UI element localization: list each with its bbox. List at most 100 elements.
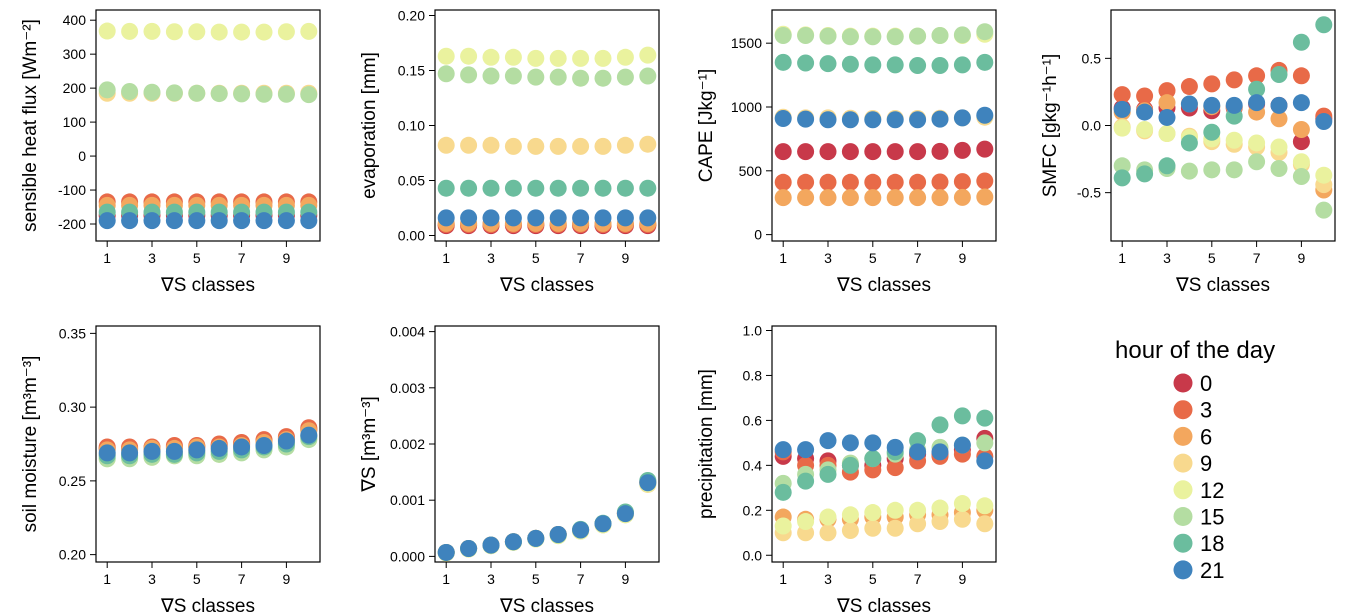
data-point <box>549 209 567 227</box>
data-point <box>953 173 971 191</box>
data-point <box>165 84 183 102</box>
data-point <box>774 143 792 161</box>
data-point <box>1225 96 1243 114</box>
y-tick-label: 0.8 <box>743 367 763 383</box>
data-point <box>437 179 455 197</box>
data-point <box>976 23 994 41</box>
data-point <box>1158 108 1176 126</box>
legend-label: 15 <box>1200 505 1224 530</box>
data-point <box>277 85 295 103</box>
data-point <box>931 443 949 461</box>
data-point <box>594 137 612 155</box>
data-point <box>255 436 273 454</box>
data-point <box>1248 134 1266 152</box>
data-point <box>143 22 161 40</box>
data-point <box>864 143 882 161</box>
data-point <box>460 540 478 558</box>
y-tick-label: 0.004 <box>390 324 425 340</box>
data-point <box>886 111 904 129</box>
chart-evaporation: 1 3 5 7 9 0.00 0.05 0.10 0.15 0.20 ∇S classes evapo… <box>359 8 660 296</box>
data-point <box>976 497 994 515</box>
data-point <box>460 209 478 227</box>
data-point <box>1225 131 1243 149</box>
data-point <box>976 172 994 190</box>
data-point <box>1203 123 1221 141</box>
y-tick-label: 1500 <box>731 35 762 51</box>
data-point <box>864 434 882 452</box>
x-axis-title: ∇S classes <box>1175 275 1270 296</box>
x-tick-label: 1 <box>1118 250 1126 266</box>
data-point <box>774 189 792 207</box>
data-point <box>482 48 500 66</box>
data-point <box>300 86 318 104</box>
data-point <box>98 212 116 230</box>
data-point <box>774 27 792 45</box>
data-point <box>886 501 904 519</box>
series-hour-3 <box>774 172 994 191</box>
data-point <box>1225 161 1243 179</box>
y-tick-label: 0.2 <box>743 502 763 518</box>
data-point <box>976 515 994 533</box>
data-point <box>255 85 273 103</box>
data-point <box>437 65 455 83</box>
series-hour-9 <box>437 135 657 155</box>
data-point <box>98 444 116 462</box>
data-point <box>549 137 567 155</box>
data-point <box>639 209 657 227</box>
y-tick-label: -200 <box>58 216 86 232</box>
x-tick-label: 5 <box>193 571 201 587</box>
data-point <box>1113 157 1131 175</box>
data-point <box>1113 86 1131 104</box>
x-tick-label: 5 <box>532 571 540 587</box>
y-axis-title: soil moisture [m³m⁻³] <box>20 356 41 533</box>
x-tick-label: 3 <box>487 250 495 266</box>
y-tick-label: 500 <box>739 163 763 179</box>
data-point <box>549 68 567 86</box>
data-point <box>639 474 657 492</box>
legend-label: 18 <box>1200 531 1224 556</box>
data-point <box>188 23 206 41</box>
data-point <box>953 407 971 425</box>
y-tick-label: 0 <box>754 227 762 243</box>
x-tick-label: 3 <box>824 250 832 266</box>
data-point <box>460 47 478 65</box>
chart-cape: 1 3 5 7 9 0 500 1000 1500 ∇S classes CAPE [Jkg⁻¹] <box>696 9 997 296</box>
data-point <box>594 179 612 197</box>
legend-label: 12 <box>1200 478 1224 503</box>
data-point <box>121 444 139 462</box>
data-point <box>819 508 837 526</box>
x-tick-label: 1 <box>103 571 111 587</box>
data-point <box>1248 153 1266 171</box>
data-point <box>233 438 251 456</box>
data-point <box>437 209 455 227</box>
y-tick-label: 0.30 <box>59 399 86 415</box>
x-tick-label: 3 <box>148 250 156 266</box>
x-tick-label: 5 <box>869 250 877 266</box>
data-point <box>1180 134 1198 152</box>
chart-soil-moisture: 1 3 5 7 9 0.20 0.25 0.30 0.35 ∇S classes soil mois… <box>20 325 321 612</box>
x-tick-label: 3 <box>824 571 832 587</box>
data-point <box>931 499 949 517</box>
y-tick-label: 0.5 <box>1082 50 1102 66</box>
data-point <box>819 27 837 45</box>
data-point <box>594 49 612 67</box>
data-point <box>437 543 455 561</box>
data-point <box>1315 112 1333 130</box>
data-point <box>774 173 792 191</box>
series-hour-21 <box>98 426 318 462</box>
data-point <box>976 434 994 452</box>
data-point <box>527 137 545 155</box>
series-hour-15 <box>98 81 318 104</box>
data-point <box>841 434 859 452</box>
data-point <box>819 524 837 542</box>
data-point <box>233 212 251 230</box>
data-point <box>841 522 859 540</box>
legend-swatch <box>1173 560 1193 580</box>
y-tick-label: 0 <box>78 148 86 164</box>
data-point <box>976 409 994 427</box>
data-point <box>1248 94 1266 112</box>
data-point <box>1248 67 1266 85</box>
data-point <box>931 27 949 45</box>
y-axis-title: CAPE [Jkg⁻¹] <box>696 69 717 183</box>
data-point <box>841 506 859 524</box>
